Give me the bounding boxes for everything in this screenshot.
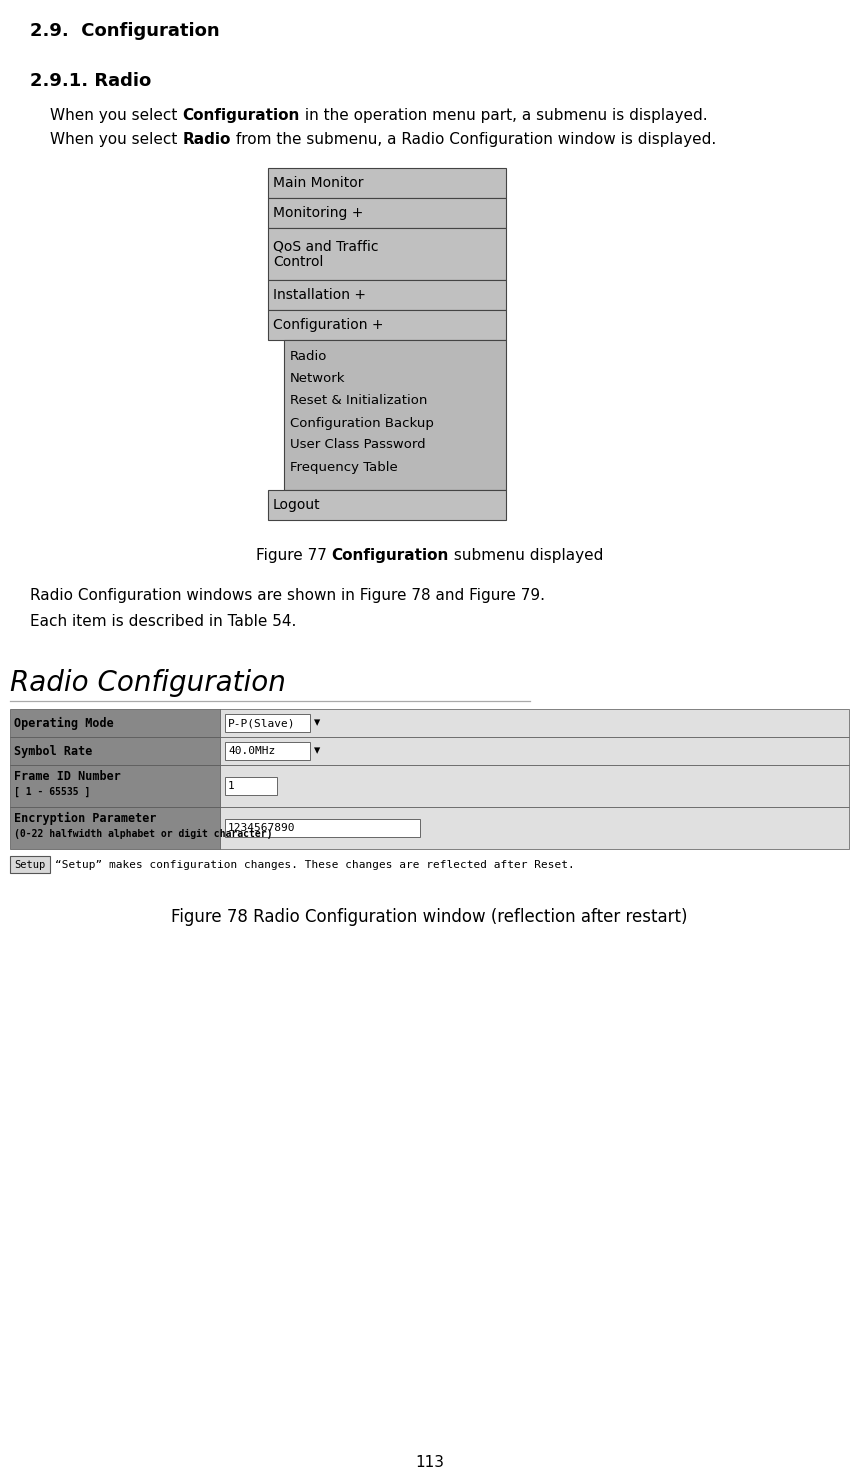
Text: Operating Mode: Operating Mode — [14, 716, 113, 730]
Text: Configuration: Configuration — [182, 108, 300, 123]
Bar — [268, 281, 506, 310]
Text: submenu displayed: submenu displayed — [449, 548, 603, 563]
Text: When you select: When you select — [50, 108, 182, 123]
Bar — [10, 709, 220, 737]
Text: Installation +: Installation + — [273, 288, 366, 301]
Bar — [10, 737, 220, 765]
Bar — [268, 168, 506, 198]
Text: Each item is described in Table 54.: Each item is described in Table 54. — [30, 614, 296, 629]
Text: User Class Password: User Class Password — [290, 439, 425, 452]
Text: Figure 77: Figure 77 — [256, 548, 332, 563]
Text: 2.9.1. Radio: 2.9.1. Radio — [30, 72, 151, 90]
Bar — [225, 741, 310, 761]
Text: QoS and Traffic: QoS and Traffic — [273, 239, 379, 253]
Bar — [225, 820, 420, 837]
Text: Reset & Initialization: Reset & Initialization — [290, 394, 428, 408]
Text: Control: Control — [273, 256, 323, 269]
Text: Figure 78 Radio Configuration window (reflection after restart): Figure 78 Radio Configuration window (re… — [171, 908, 688, 926]
Text: P-P(Slave): P-P(Slave) — [228, 718, 295, 728]
Text: in the operation menu part, a submenu is displayed.: in the operation menu part, a submenu is… — [300, 108, 707, 123]
Text: Symbol Rate: Symbol Rate — [14, 744, 93, 758]
Bar — [225, 713, 310, 733]
Bar — [220, 806, 849, 849]
Text: ▾: ▾ — [314, 716, 320, 730]
Bar — [10, 765, 220, 806]
Text: 1234567890: 1234567890 — [228, 823, 295, 833]
Bar — [268, 198, 506, 227]
Text: Main Monitor: Main Monitor — [273, 176, 363, 191]
Text: Radio Configuration: Radio Configuration — [10, 669, 286, 697]
Bar — [10, 857, 50, 873]
Text: Network: Network — [290, 372, 345, 385]
Bar — [268, 490, 506, 520]
Bar — [220, 737, 849, 765]
Bar — [268, 310, 506, 340]
Bar — [284, 340, 506, 490]
Text: 40.0MHz: 40.0MHz — [228, 746, 275, 756]
Text: Configuration Backup: Configuration Backup — [290, 417, 434, 430]
Text: Radio Configuration windows are shown in Figure 78 and Figure 79.: Radio Configuration windows are shown in… — [30, 588, 545, 603]
Text: Frame ID Number: Frame ID Number — [14, 770, 121, 783]
Bar — [268, 227, 506, 281]
Text: Logout: Logout — [273, 498, 320, 513]
Text: Encryption Parameter: Encryption Parameter — [14, 812, 156, 826]
Text: Radio: Radio — [290, 350, 327, 363]
Text: Monitoring +: Monitoring + — [273, 205, 363, 220]
Text: 2.9.  Configuration: 2.9. Configuration — [30, 22, 220, 40]
Bar — [10, 806, 220, 849]
Bar — [220, 709, 849, 737]
Text: “Setup” makes configuration changes. These changes are reflected after Reset.: “Setup” makes configuration changes. The… — [55, 860, 575, 870]
Bar — [225, 777, 277, 795]
Text: Configuration: Configuration — [332, 548, 449, 563]
Text: from the submenu, a Radio Configuration window is displayed.: from the submenu, a Radio Configuration … — [230, 131, 716, 148]
Text: 113: 113 — [415, 1455, 444, 1470]
Text: Setup: Setup — [15, 860, 46, 870]
Text: When you select: When you select — [50, 131, 182, 148]
Text: Configuration +: Configuration + — [273, 318, 383, 332]
Text: ▾: ▾ — [314, 744, 320, 758]
Text: 1: 1 — [228, 781, 235, 792]
Text: (0-22 halfwidth alphabet or digit character): (0-22 halfwidth alphabet or digit charac… — [14, 829, 272, 839]
Text: [ 1 - 65535 ]: [ 1 - 65535 ] — [14, 787, 90, 798]
Bar — [220, 765, 849, 806]
Text: Frequency Table: Frequency Table — [290, 461, 398, 474]
Text: Radio: Radio — [182, 131, 230, 148]
